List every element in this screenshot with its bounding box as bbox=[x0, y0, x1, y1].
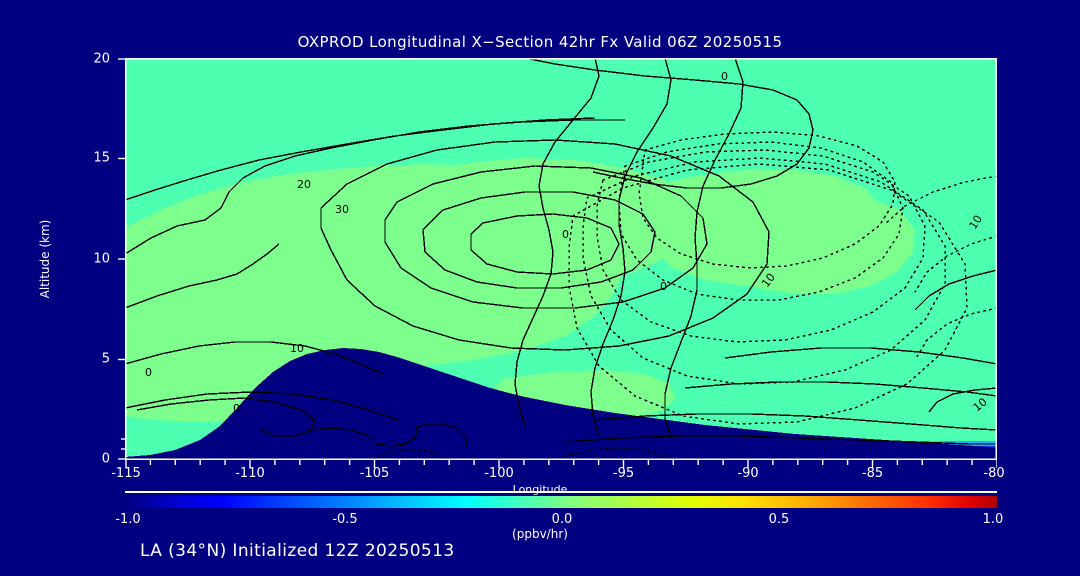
y-tick-label: 10 bbox=[93, 251, 110, 267]
plot-area: 20 30 10 0 0 0 0 0 10 10 10 bbox=[124, 57, 998, 461]
contours-positive bbox=[125, 58, 997, 447]
colorbar-tick-label: 0.0 bbox=[551, 512, 573, 527]
contour-label-30: 30 bbox=[335, 203, 349, 216]
contour-label-10-right: 10 bbox=[967, 213, 985, 232]
contours-negative bbox=[372, 131, 997, 460]
x-tick-label: -105 bbox=[359, 466, 390, 481]
contour-label-0-b: 0 bbox=[233, 402, 240, 415]
colorbar-tick-label: -0.5 bbox=[332, 512, 358, 527]
x-tick-label: -95 bbox=[612, 466, 635, 481]
terrain-mask bbox=[125, 348, 997, 460]
y-tick-label: 5 bbox=[101, 351, 110, 367]
y-axis-ticks bbox=[118, 58, 125, 460]
x-tick-label: -85 bbox=[861, 466, 884, 481]
colorbar-units-label: (ppbv/hr) bbox=[512, 527, 568, 541]
x-axis-ticks bbox=[125, 460, 997, 468]
x-tick-label: -90 bbox=[737, 466, 759, 481]
colorbar-tick-label: 1.0 bbox=[982, 512, 1004, 527]
contour-label-0-a: 0 bbox=[145, 366, 152, 379]
chart-title: OXPROD Longitudinal X−Section 42hr Fx Va… bbox=[297, 33, 783, 51]
contour-label-0-d: 0 bbox=[562, 228, 569, 241]
colorbar-top-rule bbox=[125, 491, 997, 493]
y-axis-label: Altitude (km) bbox=[38, 219, 52, 299]
x-tick-label: -80 bbox=[983, 466, 1005, 481]
colorbar-caption: Longitude bbox=[512, 483, 568, 496]
colorbar-tick-label: -1.0 bbox=[115, 512, 141, 527]
contour-label-10-left: 10 bbox=[290, 342, 304, 355]
colorbar-tick-label: 0.5 bbox=[768, 512, 790, 527]
contour-label-0-c: 0 bbox=[721, 70, 728, 83]
x-tick-label: -100 bbox=[484, 466, 514, 481]
contour-plot-svg: 20 30 10 0 0 0 0 0 10 10 10 bbox=[124, 57, 998, 461]
footer-caption: LA (34°N) Initialized 12Z 20250513 bbox=[140, 541, 455, 561]
y-tick-label: 20 bbox=[93, 51, 110, 67]
x-tick-label: -110 bbox=[235, 466, 265, 481]
plot-frame bbox=[124, 57, 998, 461]
contour-label-20: 20 bbox=[297, 178, 311, 191]
y-tick-label: 15 bbox=[93, 150, 110, 166]
x-tick-label: -115 bbox=[111, 466, 141, 481]
contour-labels: 20 30 10 0 0 0 0 0 10 10 10 bbox=[145, 70, 990, 415]
y-tick-label: 0 bbox=[101, 451, 110, 467]
colorbar bbox=[125, 496, 997, 508]
contour-label-0-e: 0 bbox=[660, 280, 667, 293]
